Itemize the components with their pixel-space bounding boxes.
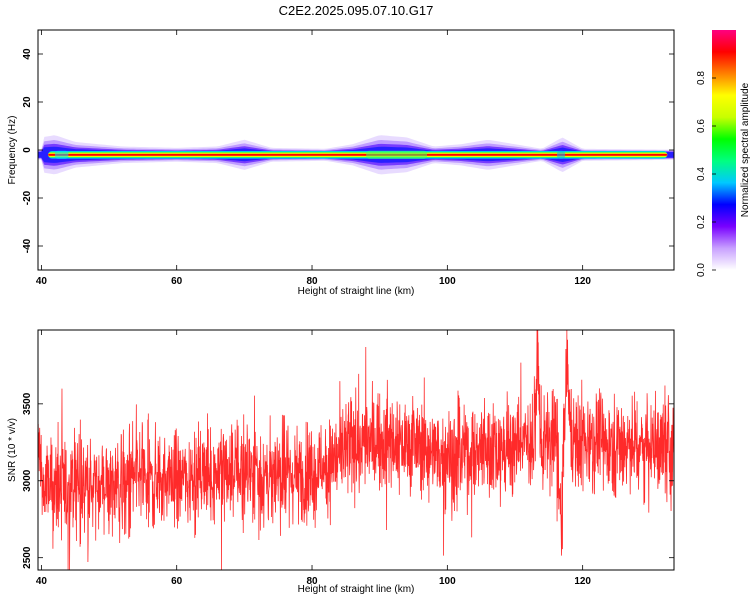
snr-series-line: [38, 330, 674, 570]
spectrogram-x-axis-label: Height of straight line (km): [298, 286, 415, 297]
x-tick-label: 60: [171, 276, 183, 287]
colorbar-tick-label: 0.4: [696, 167, 707, 181]
snr-frame: [37, 329, 675, 571]
colorbar-ticks: 0.0 0.2 0.4 0.6 0.8: [696, 71, 716, 277]
x-tick-label: 60: [171, 576, 183, 587]
y-tick-label: 20: [22, 96, 33, 108]
y-tick-label: 2500: [22, 546, 33, 569]
spectrogram-panel: 40 60 80 100 120 -40 -20 0 20 40 Height of straig…: [7, 29, 675, 297]
x-tick-label: 80: [306, 576, 318, 587]
x-tick-label: 40: [36, 276, 48, 287]
y-tick-label: -40: [22, 238, 33, 253]
y-tick-label: 40: [22, 48, 33, 60]
spectrogram-axes: 40 60 80 100 120 -40 -20 0 20 40: [22, 30, 674, 287]
x-tick-label: 40: [36, 576, 48, 587]
y-tick-label: 3000: [22, 469, 33, 492]
snr-x-axis-label: Height of straight line (km): [298, 584, 415, 595]
colorbar-tick-label: 0.8: [696, 71, 707, 85]
x-tick-label: 120: [574, 576, 591, 587]
figure-title: C2E2.2025.095.07.10.G17: [279, 3, 434, 18]
spectrogram-patch-0: [54, 150, 69, 159]
x-tick-label: 100: [439, 276, 456, 287]
colorbar-label: Normalized spectral amplitude: [740, 82, 750, 217]
colorbar-tick-label: 0.2: [696, 215, 707, 229]
colorbar-tick-label: 0.0: [696, 263, 707, 277]
colorbar-gradient: [712, 30, 736, 270]
spectrogram-patch-2: [556, 150, 566, 159]
y-tick-label: 0: [22, 147, 33, 153]
spectrogram-image: [38, 135, 674, 175]
snr-y-axis-label: SNR (10 * v/v): [7, 418, 18, 482]
snr-axes: 40 60 80 100 120 2500 3000 3500: [22, 330, 674, 587]
y-tick-label: 3500: [22, 392, 33, 415]
x-tick-label: 120: [574, 276, 591, 287]
colorbar: 0.0 0.2 0.4 0.6 0.8 Normalized spectral ampl…: [696, 30, 750, 277]
spectrogram-core-5: [48, 154, 668, 156]
spectrogram-patch-1: [366, 150, 428, 159]
x-tick-label: 80: [306, 276, 318, 287]
x-tick-label: 100: [439, 576, 456, 587]
spectrogram-y-axis-label: Frequency (Hz): [7, 116, 18, 185]
snr-panel: 40 60 80 100 120 2500 3000 3500 Height of strai…: [7, 329, 675, 595]
colorbar-tick-label: 0.6: [696, 119, 707, 133]
y-tick-label: -20: [22, 190, 33, 205]
